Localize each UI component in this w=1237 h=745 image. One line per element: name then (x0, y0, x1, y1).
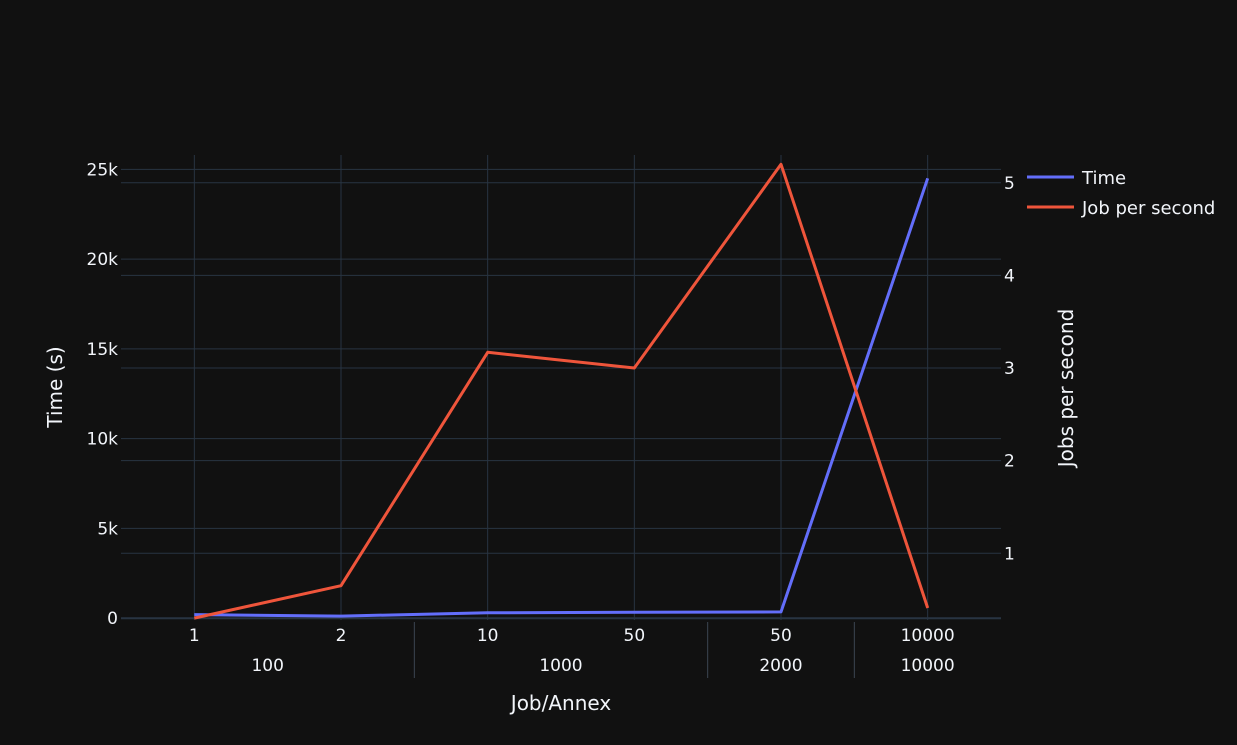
x-tick-label: 1 (189, 626, 200, 646)
legend-item-job-per-second[interactable]: Job per second (1027, 198, 1215, 219)
x-axis-title: Job/Annex (509, 691, 612, 715)
legend-label-job-per-second: Job per second (1081, 198, 1215, 219)
y2-tick-label: 1 (1004, 544, 1015, 564)
x-tick-label: 10000 (901, 626, 955, 646)
legend: Time Job per second (1027, 168, 1215, 219)
x-tick-label: 2 (336, 626, 347, 646)
series-layer (193, 162, 930, 620)
y-tick-label: 20k (87, 250, 119, 270)
y-tick-label: 10k (87, 430, 119, 450)
y2-axis-title: Jobs per second (1054, 309, 1078, 470)
x-group-label: 100 (251, 656, 283, 676)
x-axis-ticks: 1 2 10 50 50 10000 100 1000 2000 10000 (189, 622, 955, 678)
y2-tick-label: 5 (1004, 174, 1015, 194)
legend-label-time: Time (1081, 168, 1126, 189)
x-group-label: 2000 (759, 656, 802, 676)
legend-item-time[interactable]: Time (1027, 168, 1126, 189)
y-tick-label: 25k (87, 160, 119, 180)
y2-tick-label: 2 (1004, 452, 1015, 472)
x-group-label: 1000 (539, 656, 582, 676)
y-tick-label: 5k (97, 519, 118, 539)
y-tick-label: 15k (87, 340, 119, 360)
y2-tick-label: 3 (1004, 359, 1015, 379)
x-group-label: 10000 (901, 656, 955, 676)
x-tick-label: 50 (624, 626, 646, 646)
grid-layer (121, 155, 1001, 620)
y2-axis-ticks: 1 2 3 4 5 (1004, 174, 1015, 565)
x-tick-label: 50 (770, 626, 792, 646)
series-line-time (194, 177, 930, 618)
y2-tick-label: 4 (1004, 266, 1015, 286)
x-tick-label: 10 (477, 626, 499, 646)
y-tick-label: 0 (107, 609, 118, 629)
y-axis-ticks: 0 5k 10k 15k 20k 25k (87, 160, 119, 629)
series-line-job-per-second (193, 162, 930, 620)
y-axis-title: Time (s) (43, 346, 67, 428)
